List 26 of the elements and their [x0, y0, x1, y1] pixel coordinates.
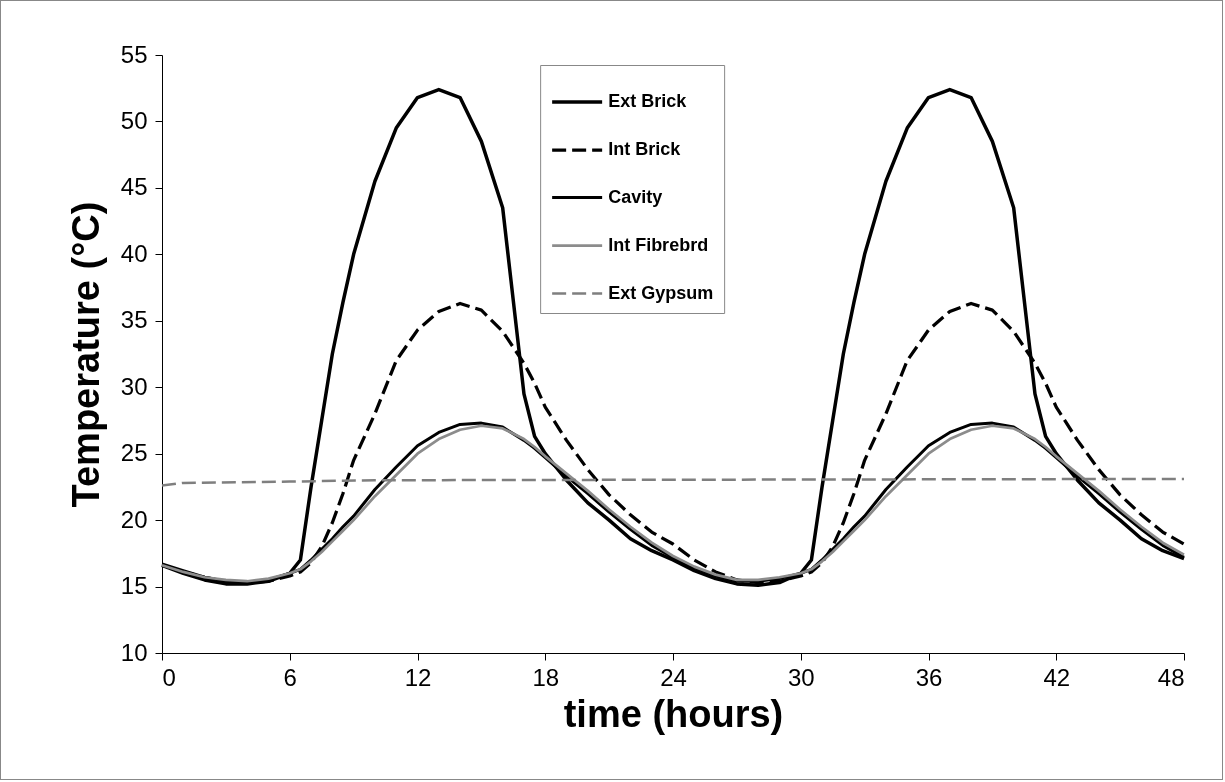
y-tick-label: 10	[120, 638, 148, 666]
y-tick-label: 20	[120, 505, 148, 533]
x-tick-label: 48	[1157, 663, 1185, 691]
y-tick-label: 15	[120, 572, 148, 600]
y-axis-title: Temperature (°C)	[64, 201, 107, 508]
y-tick-label: 55	[120, 40, 148, 68]
x-tick-label: 36	[915, 663, 943, 691]
x-tick-label: 18	[532, 663, 560, 691]
y-tick-label: 45	[120, 173, 148, 201]
x-axis-title: time (hours)	[563, 692, 784, 735]
x-tick-label: 6	[283, 663, 297, 691]
legend-label: Ext Brick	[608, 91, 688, 111]
legend-label: Cavity	[608, 186, 663, 207]
x-tick-label: 12	[404, 663, 432, 691]
x-tick-label: 30	[787, 663, 815, 691]
y-tick-label: 40	[120, 239, 148, 267]
legend-label: Int Brick	[608, 139, 682, 159]
x-tick-label: 42	[1043, 663, 1071, 691]
y-tick-label: 50	[120, 106, 148, 134]
y-tick-label: 30	[120, 372, 148, 400]
legend-label: Ext Gypsum	[608, 282, 714, 303]
y-tick-label: 35	[120, 306, 148, 334]
legend-label: Int Fibrebrd	[608, 234, 709, 255]
y-tick-label: 25	[120, 439, 148, 467]
x-tick-label: 0	[162, 663, 176, 691]
x-tick-label: 24	[660, 663, 687, 691]
